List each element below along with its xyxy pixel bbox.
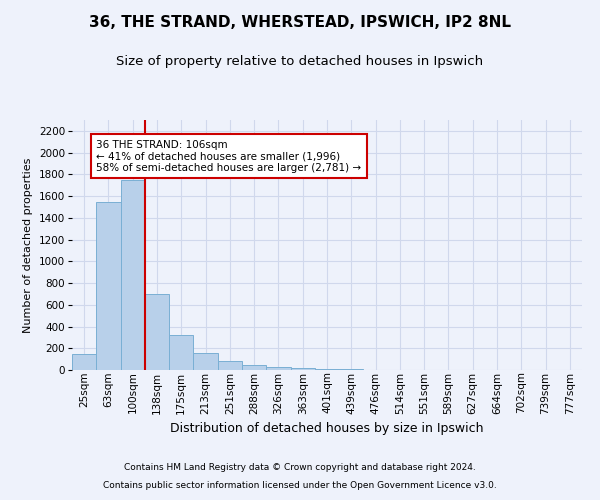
Bar xyxy=(72,354,96,370)
Bar xyxy=(121,180,145,370)
Bar xyxy=(266,368,290,370)
Bar xyxy=(145,294,169,370)
Bar xyxy=(242,365,266,370)
Y-axis label: Number of detached properties: Number of detached properties xyxy=(23,158,33,332)
Text: Size of property relative to detached houses in Ipswich: Size of property relative to detached ho… xyxy=(116,55,484,68)
X-axis label: Distribution of detached houses by size in Ipswich: Distribution of detached houses by size … xyxy=(170,422,484,435)
Bar xyxy=(169,335,193,370)
Text: 36 THE STRAND: 106sqm
← 41% of detached houses are smaller (1,996)
58% of semi-d: 36 THE STRAND: 106sqm ← 41% of detached … xyxy=(96,140,361,173)
Text: 36, THE STRAND, WHERSTEAD, IPSWICH, IP2 8NL: 36, THE STRAND, WHERSTEAD, IPSWICH, IP2 … xyxy=(89,15,511,30)
Bar xyxy=(193,352,218,370)
Bar xyxy=(96,202,121,370)
Text: Contains HM Land Registry data © Crown copyright and database right 2024.: Contains HM Land Registry data © Crown c… xyxy=(124,464,476,472)
Bar xyxy=(290,368,315,370)
Text: Contains public sector information licensed under the Open Government Licence v3: Contains public sector information licen… xyxy=(103,481,497,490)
Bar xyxy=(315,369,339,370)
Bar xyxy=(218,362,242,370)
